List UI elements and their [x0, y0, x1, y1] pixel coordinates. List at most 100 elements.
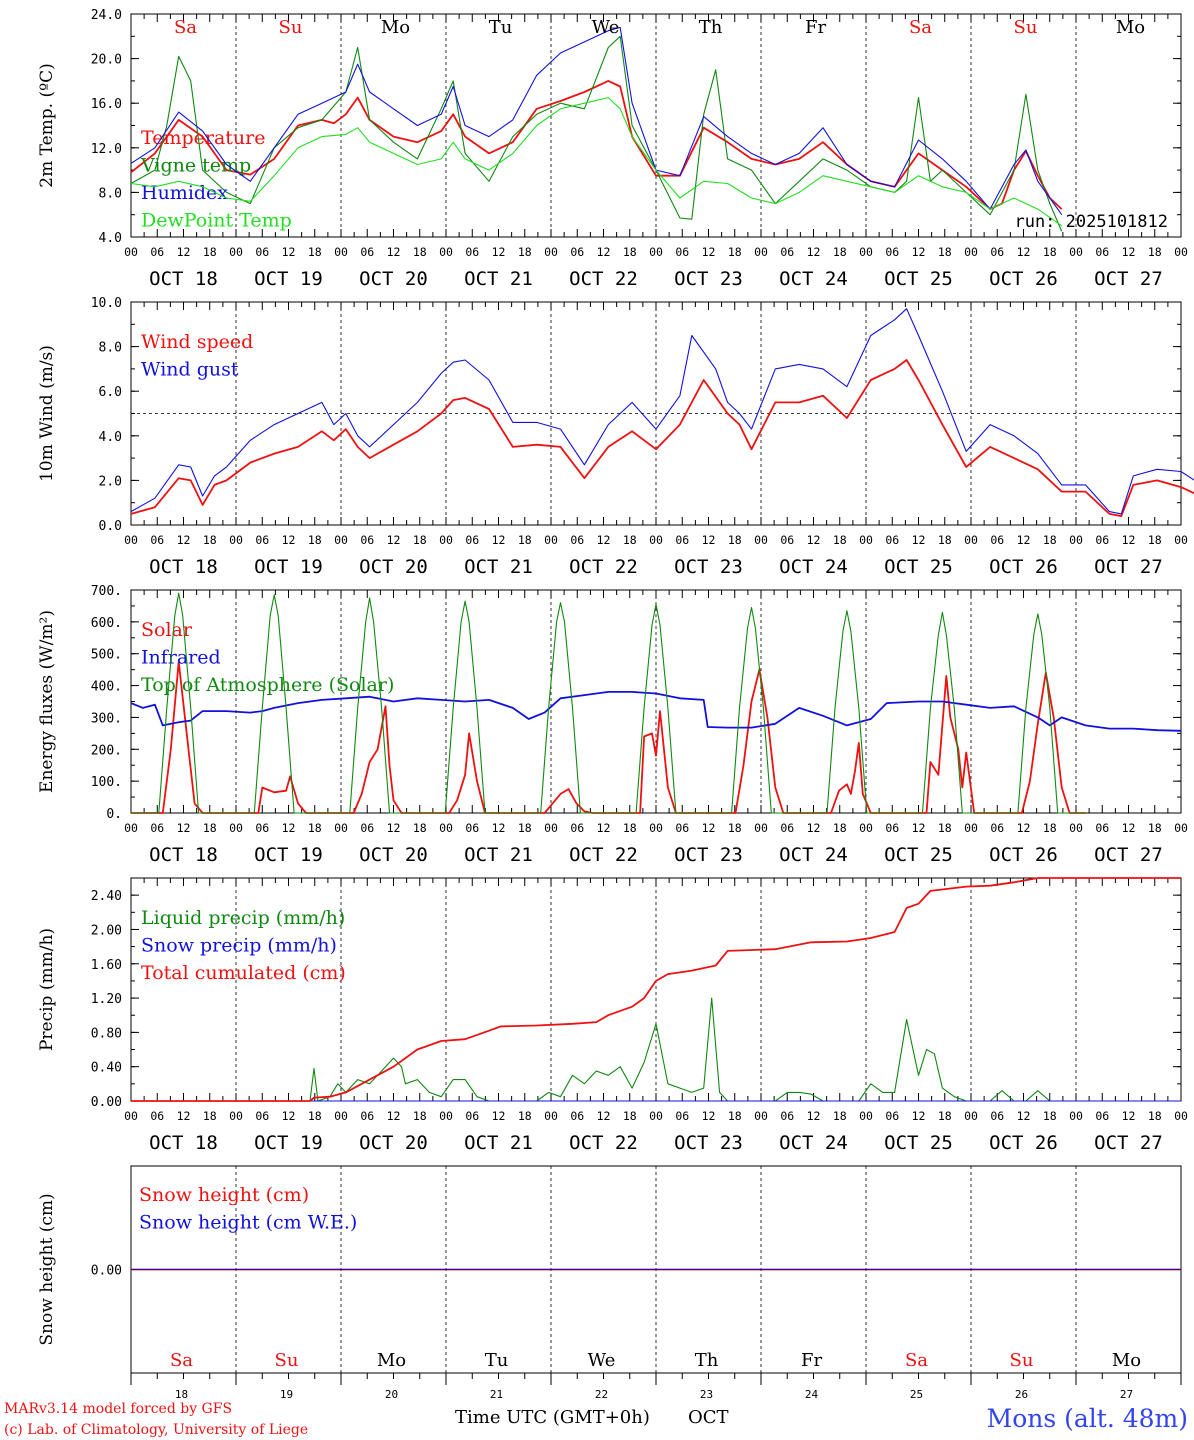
hour-tick-label: 18 — [1043, 1109, 1057, 1123]
hour-tick-label: 18 — [623, 821, 637, 835]
series-line — [130, 691, 1182, 732]
hour-tick-label: 00 — [964, 533, 978, 547]
hour-tick-label: 06 — [570, 533, 584, 547]
y-axis-title: 2m Temp. (ºC) — [37, 63, 57, 188]
hour-tick-label: 00 — [229, 1109, 243, 1123]
hour-tick-label: 06 — [675, 533, 689, 547]
hour-tick-label: 12 — [1122, 1109, 1136, 1123]
legend-entry: Wind speed — [141, 331, 253, 353]
run-label: run: 2025101812 — [1014, 212, 1168, 232]
hour-tick-label: 00 — [439, 1109, 453, 1123]
hour-tick-label: 00 — [1174, 1109, 1188, 1123]
date-label: OCT 24 — [779, 844, 848, 866]
day-number: 18 — [175, 1388, 188, 1401]
hour-tick-label: 06 — [1095, 821, 1109, 835]
panel-1: 00 06 12 18 00 06 12 18 00 06 12 18 00 06 12 18 00 06 12 18… — [37, 8, 1188, 290]
hour-tick-label: 06 — [255, 245, 269, 259]
hour-tick-label: 12 — [387, 821, 401, 835]
hour-tick-label: 06 — [675, 1109, 689, 1123]
day-name: We — [592, 17, 620, 38]
panel-5: 0.00 Snow height (cm) Snow height (cm) Snow… — [37, 1165, 1182, 1401]
y-tick-label: 1.60 — [91, 958, 122, 973]
hour-tick-label: 12 — [912, 533, 926, 547]
day-name: Mo — [1116, 17, 1145, 38]
hour-tick-label: 00 — [334, 533, 348, 547]
hour-tick-label: 12 — [1122, 821, 1136, 835]
hour-tick-label: 12 — [492, 245, 506, 259]
hour-tick-label: 18 — [938, 821, 952, 835]
hour-tick-label: 06 — [570, 1109, 584, 1123]
hour-tick-label: 18 — [413, 1109, 427, 1123]
hour-tick-label: 06 — [150, 1109, 164, 1123]
hour-tick-label: 18 — [518, 533, 532, 547]
date-label: OCT 23 — [674, 268, 743, 290]
date-label: OCT 19 — [254, 844, 323, 866]
y-tick-label: 2.40 — [91, 889, 122, 904]
hour-tick-label: 06 — [255, 1109, 269, 1123]
y-tick-label: 16.0 — [91, 97, 122, 112]
hour-tick-label: 12 — [387, 1109, 401, 1123]
date-label: OCT 21 — [464, 268, 533, 290]
hour-tick-label: 00 — [1069, 245, 1083, 259]
hour-tick-label: 12 — [387, 245, 401, 259]
y-tick-label: 0. — [106, 807, 122, 822]
day-name: Fr — [805, 17, 826, 38]
y-tick-label: 700. — [91, 584, 122, 599]
day-name: Th — [699, 17, 723, 38]
hour-tick-label: 18 — [1148, 533, 1162, 547]
hour-tick-label: 00 — [1069, 533, 1083, 547]
hour-tick-label: 18 — [938, 1109, 952, 1123]
date-label: OCT 20 — [359, 268, 428, 290]
date-label: OCT 22 — [569, 556, 638, 578]
y-tick-label: 0.00 — [91, 1095, 122, 1110]
panel-4: 00 06 12 18 00 06 12 18 00 06 12 18 00 06 12 18 00 06 12 18… — [37, 877, 1188, 1154]
hour-tick-label: 06 — [465, 1109, 479, 1123]
legend-entry: Wind gust — [141, 359, 239, 381]
y-tick-label: 0.80 — [91, 1026, 122, 1041]
hour-tick-label: 18 — [728, 533, 742, 547]
hour-tick-label: 18 — [308, 245, 322, 259]
hour-tick-label: 00 — [754, 533, 768, 547]
hour-tick-label: 18 — [623, 1109, 637, 1123]
date-label: OCT 22 — [569, 844, 638, 866]
hour-tick-label: 18 — [833, 533, 847, 547]
hour-tick-label: 00 — [754, 821, 768, 835]
y-tick-label: 0.00 — [91, 1264, 122, 1279]
hour-tick-label: 12 — [282, 245, 296, 259]
date-label: OCT 20 — [359, 556, 428, 578]
legend-entry: Total cumulated (cm) — [141, 962, 346, 984]
hour-tick-label: 06 — [675, 245, 689, 259]
day-number: 25 — [910, 1388, 923, 1401]
hour-tick-label: 00 — [439, 821, 453, 835]
hour-tick-label: 06 — [255, 533, 269, 547]
date-label: OCT 23 — [674, 1132, 743, 1154]
date-label: OCT 25 — [884, 268, 953, 290]
hour-tick-label: 00 — [544, 821, 558, 835]
hour-tick-label: 06 — [150, 245, 164, 259]
hour-tick-label: 00 — [124, 245, 138, 259]
hour-tick-label: 12 — [1122, 245, 1136, 259]
hour-tick-label: 12 — [177, 245, 191, 259]
hour-tick-label: 00 — [859, 245, 873, 259]
hour-tick-label: 06 — [150, 533, 164, 547]
series-line — [130, 80, 1063, 211]
date-label: OCT 22 — [569, 1132, 638, 1154]
day-number: 19 — [280, 1388, 293, 1401]
hour-tick-label: 00 — [1069, 821, 1083, 835]
y-tick-label: 6.0 — [99, 385, 122, 400]
hour-tick-label: 18 — [203, 1109, 217, 1123]
day-name: Tu — [485, 1350, 509, 1371]
hour-tick-label: 06 — [1095, 1109, 1109, 1123]
hour-tick-label: 00 — [649, 821, 663, 835]
y-tick-label: 0.0 — [99, 519, 122, 534]
hour-tick-label: 12 — [492, 821, 506, 835]
hour-tick-label: 00 — [754, 245, 768, 259]
hour-tick-label: 12 — [597, 1109, 611, 1123]
legend-entry: Humidex — [141, 182, 228, 204]
hour-tick-label: 12 — [807, 533, 821, 547]
hour-tick-label: 18 — [203, 245, 217, 259]
legend-entry: Temperature — [141, 127, 265, 149]
date-label: OCT 27 — [1094, 1132, 1163, 1154]
x-axis-title: Time UTC (GMT+0h) — [455, 1407, 650, 1428]
hour-tick-label: 18 — [413, 245, 427, 259]
